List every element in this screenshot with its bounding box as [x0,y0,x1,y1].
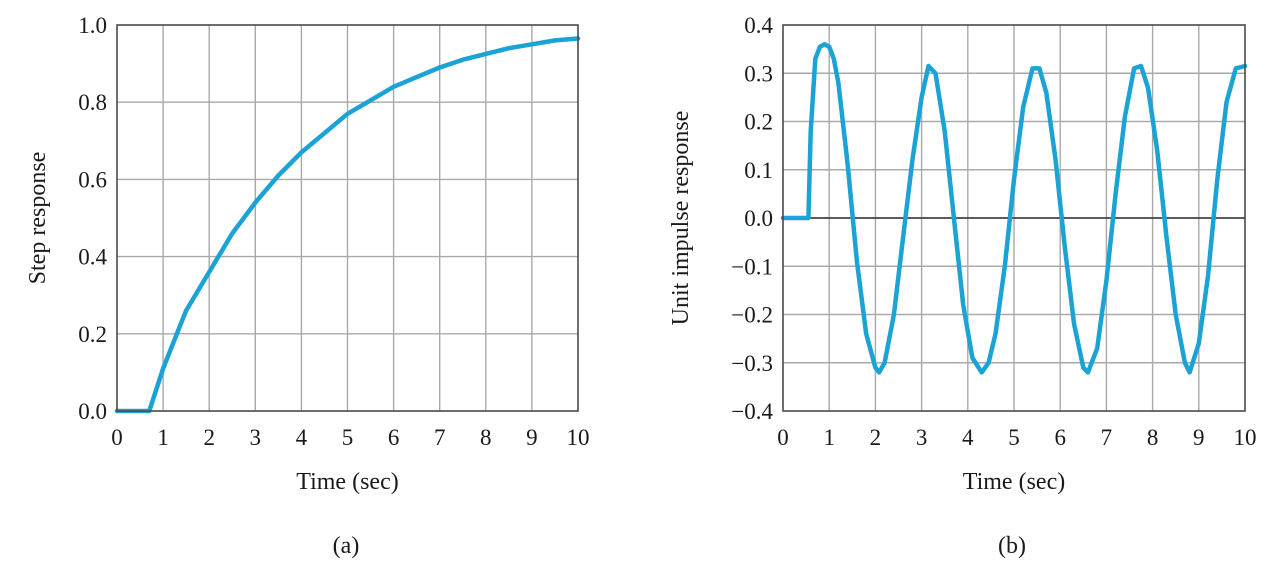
impulse-x-tick-label: 4 [962,425,974,450]
step-x-tick-label: 4 [296,425,308,450]
impulse-y-tick-label: −0.3 [731,351,773,376]
step-x-tick-label: 8 [480,425,492,450]
step-x-tick-label: 1 [157,425,169,450]
impulse-x-tick-label: 10 [1234,425,1257,450]
impulse-y-tick-label: −0.4 [731,399,773,424]
impulse-x-tick-label: 5 [1008,425,1020,450]
impulse-y-tick-label: −0.2 [731,303,773,328]
impulse-y-tick-label: 0.4 [744,13,773,38]
step-x-tick-label: 10 [567,425,590,450]
step-x-ticks: 0 1 2 3 4 5 6 7 8 9 10 [111,425,589,450]
step-y-tick-label: 0.2 [78,322,107,347]
step-series-line [114,36,581,414]
impulse-response-chart: 0 1 2 3 4 5 6 7 8 9 10 0.4 0.3 0.2 0.1 0.0 −0.1 −0.2 −0.3… [668,13,1257,559]
step-y-ticks: 0.0 0.2 0.4 0.6 0.8 1.0 [78,13,107,424]
impulse-series-line [780,42,1248,375]
impulse-caption: (b) [998,533,1026,559]
impulse-x-tick-label: 7 [1101,425,1113,450]
step-x-tick-label: 0 [111,425,123,450]
step-y-tick-label: 0.0 [78,399,107,424]
impulse-curve-group [780,42,1248,375]
impulse-y-tick-label: −0.1 [731,254,773,279]
step-y-axis-label: Step response [25,152,51,285]
impulse-x-ticks: 0 1 2 3 4 5 6 7 8 9 10 [777,425,1256,450]
impulse-x-tick-label: 2 [870,425,882,450]
impulse-y-tick-label: 0.1 [744,158,773,183]
impulse-y-tick-label: 0.2 [744,110,773,135]
impulse-y-ticks: 0.4 0.3 0.2 0.1 0.0 −0.1 −0.2 −0.3 −0.4 [731,13,773,424]
step-x-tick-label: 9 [526,425,538,450]
step-x-tick-label: 3 [250,425,262,450]
impulse-x-axis-label: Time (sec) [963,469,1065,495]
step-plot-frame [116,24,579,412]
impulse-y-tick-label: 0.0 [744,206,773,231]
step-x-tick-label: 5 [342,425,354,450]
impulse-y-tick-label: 0.3 [744,61,773,86]
step-y-tick-label: 1.0 [78,13,107,38]
step-y-tick-label: 0.8 [78,90,107,115]
impulse-x-tick-label: 8 [1147,425,1159,450]
impulse-plot-frame [782,24,1246,412]
step-grid [117,25,578,411]
impulse-x-tick-label: 6 [1054,425,1066,450]
step-y-tick-label: 0.4 [78,245,107,270]
step-x-tick-label: 7 [434,425,446,450]
impulse-x-tick-label: 9 [1193,425,1205,450]
step-x-axis-label: Time (sec) [296,469,398,495]
step-curve-group [114,36,581,414]
step-x-tick-label: 2 [203,425,215,450]
impulse-x-tick-label: 0 [777,425,789,450]
step-caption: (a) [333,533,360,559]
impulse-x-tick-label: 1 [823,425,835,450]
impulse-x-tick-label: 3 [916,425,928,450]
step-y-tick-label: 0.6 [78,167,107,192]
impulse-y-axis-label: Unit impulse response [668,111,694,326]
step-x-tick-label: 6 [388,425,400,450]
step-response-chart: 0 1 2 3 4 5 6 7 8 9 10 0.0 0.2 0.4 0.6 0.8 1.0 Time (se… [25,13,590,559]
